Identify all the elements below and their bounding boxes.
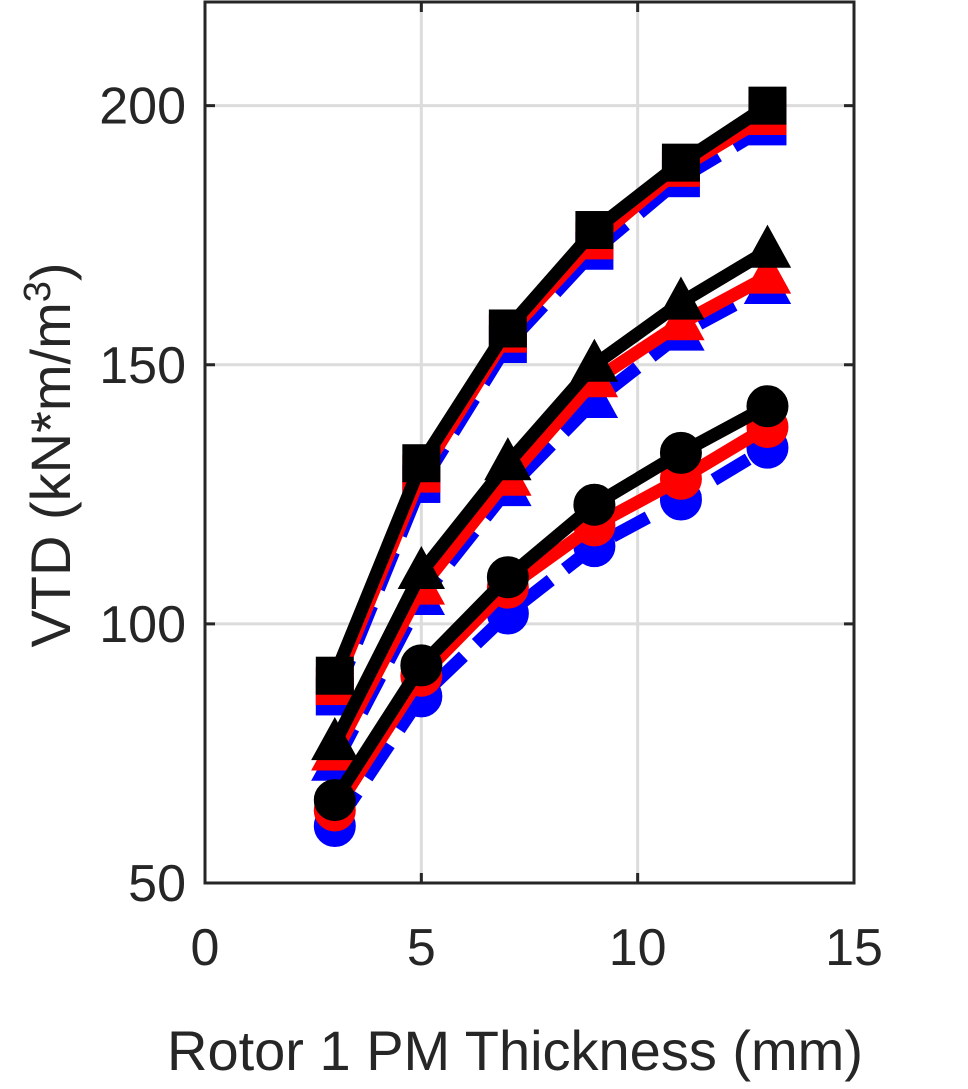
series-triangle-5 (311, 224, 792, 761)
data-point-square (402, 444, 441, 483)
data-point-square (488, 309, 527, 348)
data-point-triangle (484, 437, 532, 481)
x-tick-label: 0 (191, 919, 220, 977)
data-point-triangle (311, 717, 359, 761)
x-axis-title: Rotor 1 PM Thickness (mm) (167, 1019, 863, 1082)
plot-frame (203, 0, 856, 885)
x-tick-label: 5 (407, 919, 436, 977)
data-point-circle (573, 483, 616, 526)
ticks (203, 2, 856, 885)
tick-labels: 0 5 10 15 50 100 150 200 (99, 78, 883, 977)
data-point-square (661, 143, 700, 182)
y-axis-title: VTD (kN*m/m3) (17, 262, 82, 647)
data-point-square (575, 211, 614, 250)
data-point-square (315, 656, 354, 695)
y-tick-label: 100 (99, 596, 186, 654)
data-point-circle (659, 431, 702, 474)
y-tick-label: 50 (128, 855, 186, 913)
data-point-triangle (570, 338, 619, 382)
series-circle-8 (313, 385, 789, 822)
grid (205, 2, 854, 883)
data-point-circle (313, 779, 356, 822)
data-point-triangle (657, 276, 705, 320)
data-point-circle (400, 644, 443, 687)
y-axis-title-main: VTD (kN*m/m (19, 302, 82, 647)
data-point-triangle (743, 250, 792, 294)
x-tick-label: 10 (609, 919, 667, 977)
y-axis-title-superscript: 3 (17, 281, 59, 302)
y-tick-label: 200 (99, 78, 186, 136)
series-line (329, 245, 771, 747)
x-tick-label: 15 (825, 919, 883, 977)
series-layer (311, 86, 792, 847)
y-axis-title-close: ) (19, 262, 82, 281)
data-point-circle (746, 385, 789, 428)
data-point-square (748, 86, 787, 125)
series-square-2 (315, 86, 787, 695)
data-point-triangle (397, 545, 446, 590)
data-point-triangle (743, 224, 792, 268)
data-point-circle (486, 556, 529, 599)
y-tick-label: 150 (99, 337, 186, 395)
